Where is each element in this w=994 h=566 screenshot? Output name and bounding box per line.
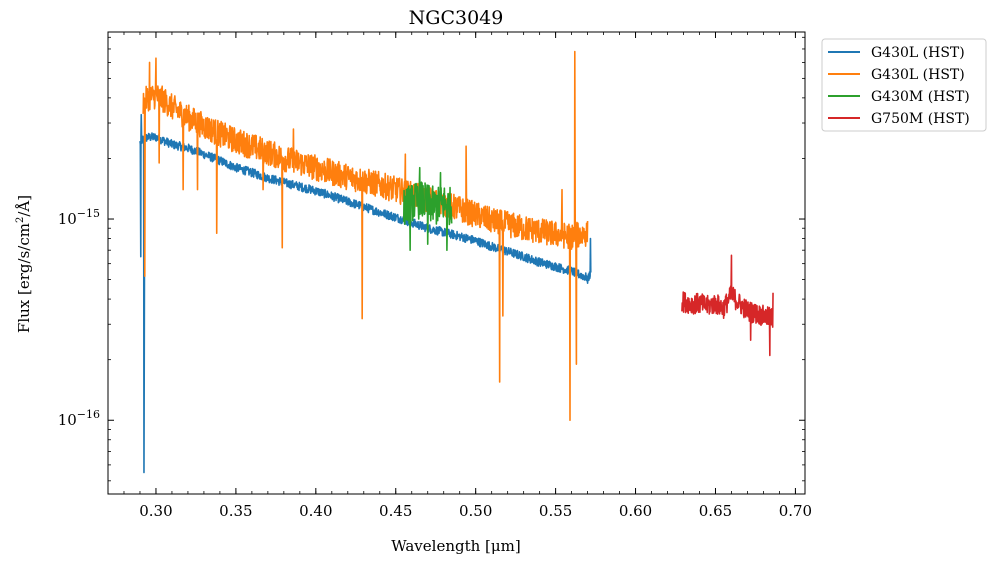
x-tick-label: 0.45 bbox=[379, 502, 412, 520]
series-line-1 bbox=[139, 113, 592, 474]
y-axis-label-main: Flux [erg/s/cm bbox=[15, 223, 33, 333]
legend-entries: G430L (HST) G430L (HST) G430M (HST) G750M (… bbox=[828, 45, 970, 127]
x-axis-label: Wavelength [μm] bbox=[391, 537, 520, 555]
y-tick-label: 10−16 bbox=[58, 408, 100, 429]
x-tick-label: 0.60 bbox=[619, 502, 652, 520]
series-line-4 bbox=[681, 254, 774, 357]
plot-frame bbox=[107, 31, 806, 495]
axis-ticks: 0.30 0.35 0.40 0.45 0.50 0.55 0.60 0.65 0.70 10−1… bbox=[58, 32, 812, 520]
legend-label: G430M (HST) bbox=[871, 89, 970, 105]
x-tick-label: 0.55 bbox=[539, 502, 572, 520]
x-tick-label: 0.35 bbox=[219, 502, 252, 520]
y-axis-label: Flux [erg/s/cm2/Å] bbox=[15, 195, 33, 333]
series-line-3 bbox=[402, 166, 453, 251]
chart-title: NGC3049 bbox=[409, 7, 504, 29]
x-tick-label: 0.70 bbox=[779, 502, 812, 520]
y-tick-label: 10−15 bbox=[58, 207, 100, 228]
legend-box bbox=[821, 38, 987, 132]
legend-label: G750M (HST) bbox=[871, 111, 970, 127]
x-tick-label: 0.30 bbox=[139, 502, 172, 520]
legend: G430L (HST) G430L (HST) G430M (HST) G750M (… bbox=[821, 38, 987, 132]
y-axis-label-sup: 2 bbox=[15, 217, 26, 223]
x-tick-label: 0.50 bbox=[459, 502, 492, 520]
x-tick-label: 0.65 bbox=[699, 502, 732, 520]
y-axis-label-tail: /Å] bbox=[15, 195, 33, 217]
legend-label: G430L (HST) bbox=[871, 45, 965, 61]
legend-label: G430L (HST) bbox=[871, 67, 965, 83]
series-line-2 bbox=[142, 50, 589, 422]
x-tick-label: 0.40 bbox=[299, 502, 332, 520]
plot-lines bbox=[139, 50, 774, 474]
